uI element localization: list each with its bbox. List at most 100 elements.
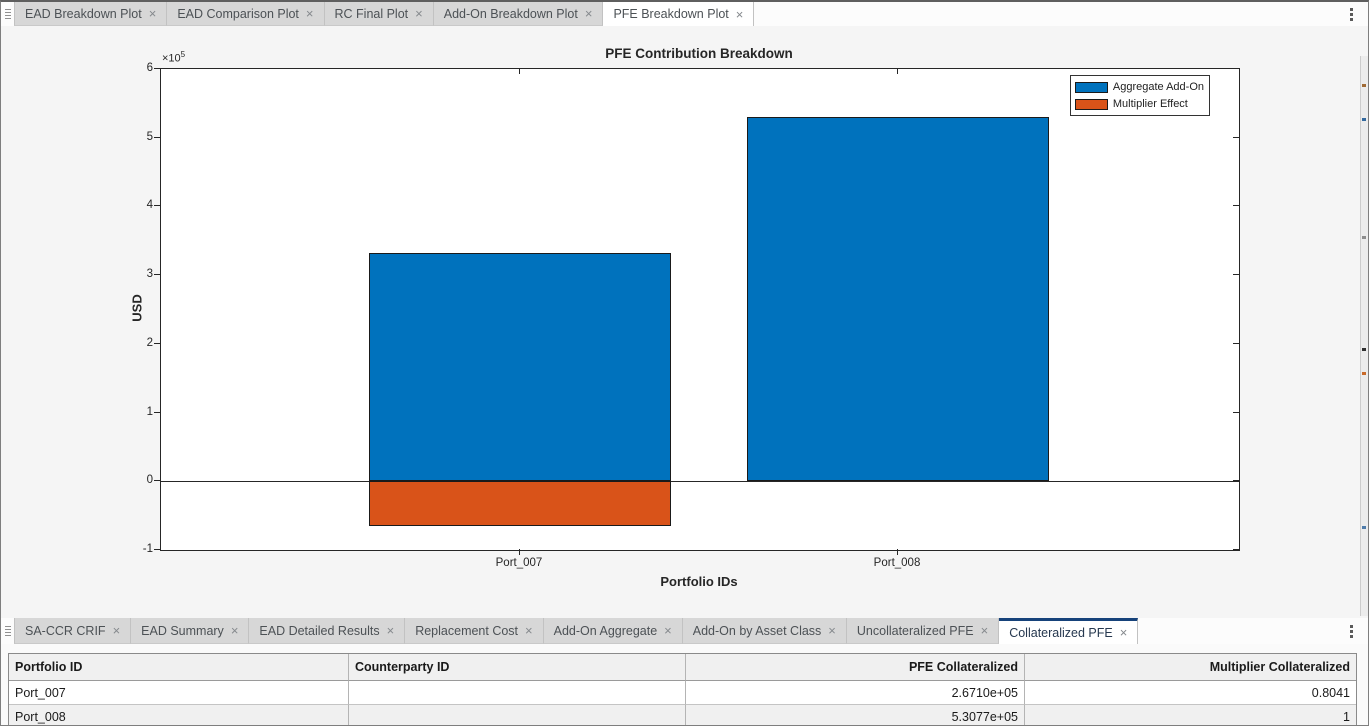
- x-tick-mark-mirror: [897, 68, 899, 74]
- close-tab-icon[interactable]: ×: [112, 623, 121, 638]
- close-tab-icon[interactable]: ×: [305, 6, 314, 21]
- plot-tabs: EAD Breakdown Plot × EAD Comparison Plot × R…: [14, 2, 755, 26]
- vertical-ellipsis-icon: [1349, 7, 1353, 21]
- close-tab-icon[interactable]: ×: [148, 6, 157, 21]
- tab-label: Uncollateralized PFE: [856, 623, 974, 638]
- plot-tab-1[interactable]: EAD Comparison Plot ×: [167, 2, 325, 26]
- close-tab-icon[interactable]: ×: [415, 6, 423, 21]
- column-header-3: Multiplier Collateralized: [1025, 654, 1356, 681]
- y-tick-label: -1: [142, 543, 153, 555]
- tab-label: SA-CCR CRIF: [25, 623, 106, 638]
- close-tab-icon[interactable]: ×: [664, 623, 672, 638]
- table-tabs-overflow-button[interactable]: [1334, 618, 1368, 644]
- table-cell: 2.6710e+05: [686, 681, 1025, 705]
- legend-entry-0: Aggregate Add-On: [1074, 79, 1204, 95]
- table-tab-2[interactable]: EAD Detailed Results ×: [249, 618, 406, 644]
- tab-label: RC Final Plot: [334, 6, 409, 21]
- tab-label: EAD Breakdown Plot: [25, 6, 142, 21]
- y-tick-label: 3: [146, 268, 153, 281]
- tab-label: Add-On Aggregate: [553, 623, 658, 638]
- table-tab-0[interactable]: SA-CCR CRIF ×: [14, 618, 132, 644]
- x-tick-label: Port_007: [495, 557, 543, 569]
- close-tab-icon[interactable]: ×: [828, 623, 836, 638]
- table-cell: 0.8041: [1025, 681, 1356, 705]
- y-tick-label: 2: [146, 336, 153, 349]
- bar-Port_007-series-0: [369, 253, 671, 482]
- legend-label: Aggregate Add-On: [1112, 81, 1204, 93]
- plot-tab-4[interactable]: PFE Breakdown Plot ×: [603, 2, 755, 26]
- plot-tab-3[interactable]: Add-On Breakdown Plot ×: [433, 2, 604, 26]
- drag-handle-icon: [4, 625, 11, 637]
- panel-grip-handle[interactable]: [1, 618, 14, 644]
- table-tabs: SA-CCR CRIF × EAD Summary × EAD Detailed Res…: [14, 618, 1139, 644]
- close-tab-icon[interactable]: ×: [230, 623, 239, 638]
- table-tab-6[interactable]: Uncollateralized PFE ×: [846, 618, 1000, 644]
- chart-title: PFE Contribution Breakdown: [605, 46, 793, 61]
- x-tick-mark-mirror: [518, 68, 520, 74]
- y-tick-mark-mirror: [1233, 136, 1239, 138]
- plot-tab-bar: EAD Breakdown Plot × EAD Comparison Plot × R…: [1, 2, 1368, 26]
- y-tick-mark-mirror: [1233, 480, 1239, 482]
- table-header-row: Portfolio ID Counterparty ID PFE Collatera…: [9, 654, 1356, 681]
- y-tick-label: 0: [146, 474, 153, 487]
- table-tab-1[interactable]: EAD Summary ×: [131, 618, 250, 644]
- table-tab-5[interactable]: Add-On by Asset Class ×: [682, 618, 847, 644]
- x-tick-label: Port_008: [873, 557, 921, 569]
- tab-label: Add-On Breakdown Plot: [443, 6, 578, 21]
- table-cell: [349, 681, 686, 705]
- y-tick-mark: [154, 205, 160, 207]
- y-tick-mark-mirror: [1233, 274, 1239, 276]
- plot-tabs-overflow-button[interactable]: [1334, 2, 1368, 26]
- y-tick-mark-mirror: [1233, 549, 1239, 550]
- y-tick-label: 4: [146, 199, 153, 212]
- table-tab-7[interactable]: Collateralized PFE ×: [999, 618, 1139, 644]
- y-tick-mark-mirror: [1233, 205, 1239, 207]
- exponent-power: 5: [180, 50, 186, 59]
- drag-handle-icon: [4, 8, 11, 20]
- vertical-ellipsis-icon: [1349, 624, 1353, 638]
- y-tick-mark: [154, 342, 160, 344]
- close-tab-icon[interactable]: ×: [735, 6, 744, 22]
- y-axis-label: USD: [129, 294, 145, 322]
- plot-tab-2[interactable]: RC Final Plot ×: [324, 2, 434, 26]
- table-cell: 1: [1025, 705, 1356, 725]
- y-tick-mark-mirror: [1233, 411, 1239, 413]
- y-tick-mark-mirror: [1233, 68, 1239, 69]
- background-sliver: [1360, 56, 1368, 616]
- plot-axes: Aggregate Add-On Multiplier Effect: [160, 68, 1240, 551]
- x-tick-mark: [897, 549, 899, 555]
- panel-grip-handle[interactable]: [1, 2, 14, 26]
- tab-label: EAD Summary: [141, 623, 224, 638]
- y-tick-label: 1: [146, 405, 153, 418]
- table-row[interactable]: Port_007 2.6710e+05 0.8041: [9, 681, 1356, 705]
- close-tab-icon[interactable]: ×: [525, 623, 533, 638]
- table-row[interactable]: Port_008 5.3077e+05 1: [9, 705, 1356, 725]
- plot-tab-0[interactable]: EAD Breakdown Plot ×: [14, 2, 168, 26]
- figure-panel: PFE Contribution Breakdown ×105 USD Aggr…: [1, 26, 1368, 618]
- table-cell: Port_007: [9, 681, 349, 705]
- close-tab-icon[interactable]: ×: [1119, 625, 1128, 640]
- y-tick-mark: [154, 68, 160, 69]
- close-tab-icon[interactable]: ×: [980, 623, 989, 638]
- column-header-2: PFE Collateralized: [686, 654, 1025, 681]
- y-tick-mark: [154, 136, 160, 138]
- table-tab-4[interactable]: Add-On Aggregate ×: [543, 618, 683, 644]
- y-tick-mark: [154, 480, 160, 482]
- close-tab-icon[interactable]: ×: [386, 623, 395, 638]
- y-tick-label: 6: [146, 62, 153, 74]
- bar-Port_008-series-0: [747, 116, 1049, 482]
- table-cell: [349, 705, 686, 725]
- bar-Port_007-series-1: [369, 481, 671, 526]
- table-tab-3[interactable]: Replacement Cost ×: [405, 618, 544, 644]
- table-cell: 5.3077e+05: [686, 705, 1025, 725]
- column-header-0: Portfolio ID: [9, 654, 349, 681]
- table-tab-bar: SA-CCR CRIF × EAD Summary × EAD Detailed Res…: [1, 618, 1368, 644]
- legend-swatch-icon: [1074, 81, 1108, 93]
- tab-label: PFE Breakdown Plot: [613, 7, 729, 21]
- y-tick-mark-mirror: [1233, 342, 1239, 344]
- y-axis-exponent: ×105: [162, 50, 185, 65]
- tab-label: Collateralized PFE: [1009, 625, 1113, 640]
- close-tab-icon[interactable]: ×: [584, 6, 593, 21]
- legend-label: Multiplier Effect: [1112, 98, 1188, 110]
